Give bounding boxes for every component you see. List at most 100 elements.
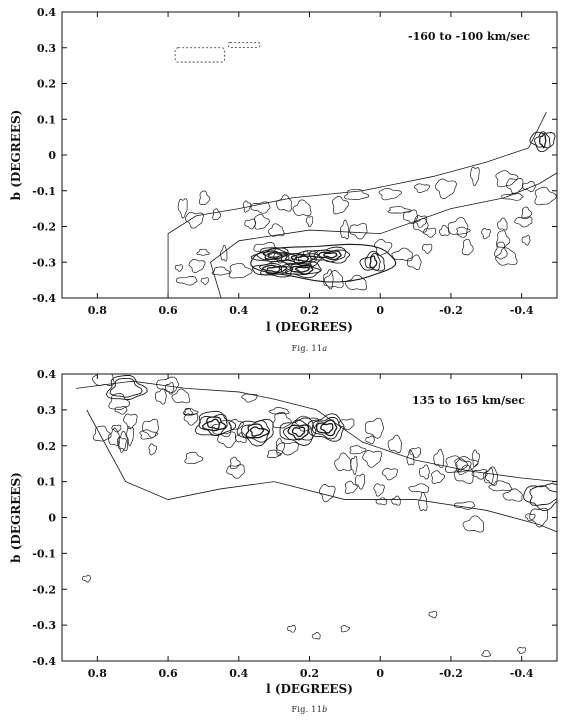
contour-line <box>502 488 523 502</box>
y-tick-label: 0.2 <box>37 78 56 91</box>
x-tick-label: -0.4 <box>510 304 534 317</box>
x-tick-label: 0 <box>376 667 384 680</box>
contour-line <box>414 215 428 228</box>
contour-line <box>364 252 381 271</box>
contour-line <box>241 393 258 403</box>
contour-line <box>252 260 294 278</box>
y-tick-label: 0.4 <box>37 368 56 381</box>
contour-line <box>421 243 433 254</box>
contour-line <box>211 419 232 438</box>
contour-line <box>471 469 488 480</box>
contour-line <box>311 631 321 640</box>
contour-line <box>176 276 198 286</box>
contour-lines <box>82 374 557 658</box>
contour-line <box>349 222 368 240</box>
contour-line <box>435 178 457 200</box>
contour-line <box>428 610 438 619</box>
contour-line <box>485 467 494 485</box>
x-tick-label: 0.8 <box>88 667 107 680</box>
x-tick-label: -0.4 <box>510 667 534 680</box>
contour-line <box>438 224 450 237</box>
contour-line <box>200 277 209 285</box>
contour-line <box>412 218 429 233</box>
contour-line <box>323 268 334 290</box>
contour-line <box>369 255 378 269</box>
contour-line <box>280 261 322 279</box>
contour-line <box>107 427 120 447</box>
contour-line <box>229 418 244 431</box>
contour-line <box>447 216 469 238</box>
contour-line <box>282 419 314 441</box>
contour-line <box>462 515 485 533</box>
contour-line <box>349 445 367 455</box>
contour-line <box>148 443 158 456</box>
contour-line <box>521 206 533 219</box>
contour-line <box>183 413 199 426</box>
contour-line <box>313 249 347 263</box>
contour-line <box>319 484 336 503</box>
contour-line <box>114 405 128 415</box>
contour-line <box>266 266 282 273</box>
contour-line <box>529 485 557 507</box>
contour-line <box>481 228 491 240</box>
contour-line <box>307 413 345 442</box>
x-tick-label: 0.6 <box>159 667 178 680</box>
y-tick-label: -0.1 <box>32 185 56 198</box>
contour-line <box>82 574 91 583</box>
contour-line <box>267 223 285 237</box>
y-tick-label: -0.3 <box>32 619 56 632</box>
contour-line <box>272 411 292 429</box>
contour-line <box>365 435 375 445</box>
contour-line <box>403 209 419 225</box>
contour-line <box>315 419 338 437</box>
contour-line <box>305 216 314 228</box>
contour-line <box>285 253 319 266</box>
dashed-contour <box>174 47 226 63</box>
x-tick-label: 0.2 <box>300 667 319 680</box>
contour-line <box>294 415 320 432</box>
contour-line <box>471 449 480 467</box>
contour-map-b: 0.4 0.3 0.2 0.1 0 -0.1 -0.2 -0.3 -0.4 0.8 0.6 0.4 0.… <box>9 368 558 714</box>
contour-lines <box>174 41 557 291</box>
contour-line <box>501 192 524 201</box>
contour-line <box>279 417 317 447</box>
contour-line <box>174 264 183 272</box>
contour-line <box>105 375 148 400</box>
contour-line <box>323 270 344 289</box>
contour-line <box>290 264 314 275</box>
contour-line <box>387 206 412 214</box>
contour-line <box>126 426 135 447</box>
contour-line <box>318 250 342 261</box>
contour-line <box>212 208 222 221</box>
contour-line <box>488 480 513 492</box>
contour-line <box>108 393 131 410</box>
contour-line <box>387 434 402 454</box>
y-tick-label: -0.2 <box>32 583 56 596</box>
contour-line <box>418 491 428 512</box>
velocity-range-label: -160 to -100 km/sec <box>408 30 530 43</box>
contour-line <box>461 238 474 256</box>
y-tick-label: 0.2 <box>37 440 56 453</box>
x-tick-label: 0.4 <box>229 667 248 680</box>
contour-line <box>284 263 322 275</box>
contour-line <box>268 407 290 415</box>
y-tick-label: -0.4 <box>32 655 56 668</box>
contour-line <box>517 646 527 655</box>
contour-line <box>177 198 188 219</box>
contour-line <box>331 195 349 215</box>
contour-line <box>406 254 422 270</box>
contour-line <box>234 432 247 444</box>
contour-line <box>92 374 115 386</box>
y-tick-label: 0.3 <box>37 404 56 417</box>
contour-line <box>338 418 355 431</box>
contour-line <box>431 470 445 484</box>
contour-line <box>391 495 401 506</box>
contour-line <box>312 416 341 440</box>
contour-line <box>244 218 256 230</box>
contour-line <box>481 650 492 658</box>
x-tick-label: 0.6 <box>159 304 178 317</box>
contour-line <box>241 420 271 443</box>
contour-line <box>539 133 547 149</box>
x-tick-label: -0.2 <box>439 304 463 317</box>
contour-line <box>409 447 422 459</box>
